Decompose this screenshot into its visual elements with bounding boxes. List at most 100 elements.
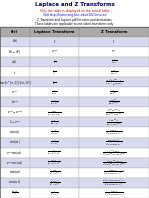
Text: $e^{-at}\sin(\omega t)$: $e^{-at}\sin(\omega t)$	[7, 149, 23, 156]
Text: $\frac{(-1)^n z}{(n-1)!}\frac{d^{n-1}}{dz^{n-1}}\frac{1}{z-1}$: $\frac{(-1)^n z}{(n-1)!}\frac{d^{n-1}}{d…	[105, 77, 123, 87]
Text: $z^{-n}$: $z^{-n}$	[111, 49, 117, 55]
Bar	[30, 37, 79, 47]
Bar	[79, 158, 149, 168]
Bar	[30, 107, 79, 117]
Bar	[30, 128, 79, 138]
Bar	[0, 67, 30, 77]
Text: $\frac{1}{s^n}$: $\frac{1}{s^n}$	[52, 78, 56, 87]
Text: $\frac{t^{n-1}}{(n-1)!}: $\frac{t^{n-1}}{(n-1)!}	[0, 80, 32, 84]
Bar	[30, 57, 79, 67]
Bar	[0, 77, 30, 87]
Text: $e^{-ns}$: $e^{-ns}$	[51, 49, 58, 55]
Text: $\frac{Tz}{(z-1)^2}$: $\frac{Tz}{(z-1)^2}$	[110, 68, 118, 77]
Text: $t$: $t$	[13, 69, 16, 76]
Text: $t\sin(\omega t)$: $t\sin(\omega t)$	[9, 169, 21, 176]
Text: $\frac{\sin\omega t}{\omega}$: $\frac{\sin\omega t}{\omega}$	[11, 189, 19, 197]
Text: Z_Transform and Laplace.pdf for notes and derivations: Z_Transform and Laplace.pdf for notes an…	[37, 18, 112, 22]
Text: $\sin(\omega t)$: $\sin(\omega t)$	[9, 129, 21, 136]
Bar	[79, 138, 149, 148]
Bar	[30, 178, 79, 188]
Text: $\frac{z}{z-e^{-aT}}$: $\frac{z}{z-e^{-aT}}$	[110, 88, 118, 97]
Text: $\frac{s^2-\omega^2}{(s^2+\omega^2)^2}$: $\frac{s^2-\omega^2}{(s^2+\omega^2)^2}$	[49, 178, 60, 188]
Bar	[79, 128, 149, 138]
Text: $te^{-at}$: $te^{-at}$	[11, 99, 19, 106]
Bar	[30, 97, 79, 107]
Bar	[79, 188, 149, 198]
Text: $1-e^{-at}$: $1-e^{-at}$	[9, 119, 21, 126]
Bar	[79, 37, 149, 47]
Bar	[79, 168, 149, 178]
Bar	[79, 47, 149, 57]
Bar	[79, 27, 149, 37]
Bar	[30, 67, 79, 77]
Text: $\frac{z(z-\cos\omega T)}{z^2-2z\cos\omega T+1}$: $\frac{z(z-\cos\omega T)}{z^2-2z\cos\ome…	[105, 138, 122, 148]
Bar	[30, 77, 79, 87]
Bar	[79, 67, 149, 77]
Bar	[0, 97, 30, 107]
Bar	[0, 178, 30, 188]
Bar	[0, 37, 30, 47]
Bar	[30, 148, 79, 158]
Text: $\frac{(e^{-aT}-e^{-bT})z}{(z-e^{-aT})(z-e^{-bT})}$: $\frac{(e^{-aT}-e^{-bT})z}{(z-e^{-aT})(z…	[105, 107, 123, 117]
Text: $\frac{s+a}{(s+a)^2+\omega^2}$: $\frac{s+a}{(s+a)^2+\omega^2}$	[47, 158, 61, 167]
Text: $\frac{1}{s^2+\omega^2}$: $\frac{1}{s^2+\omega^2}$	[50, 188, 59, 198]
Bar	[30, 117, 79, 128]
Text: $u(t)$: $u(t)$	[11, 58, 18, 66]
Text: $\frac{s}{s^2+\omega^2}$: $\frac{s}{s^2+\omega^2}$	[50, 138, 59, 147]
Text: f(t): f(t)	[11, 30, 18, 34]
Text: Only the table is displayed on the actual table: Only the table is displayed on the actua…	[40, 9, 109, 12]
Text: $\frac{z(z^2-1)\cos\omega T-2z^2+z}{(z^2-2z\cos\omega T+1)^2}$: $\frac{z(z^2-1)\cos\omega T-2z^2+z}{(z^2…	[102, 178, 126, 188]
Text: Visit http://fourier.eng.hmc.edu/e102/lectures/: Visit http://fourier.eng.hmc.edu/e102/le…	[43, 13, 106, 17]
Bar	[79, 178, 149, 188]
Text: $\frac{Tz\sin\omega T}{(z^2-2z\cos\omega T+1)^2}\cdot z$: $\frac{Tz\sin\omega T}{(z^2-2z\cos\omega…	[103, 168, 125, 177]
Text: $\cos(\omega t)$: $\cos(\omega t)$	[9, 139, 21, 146]
Text: $\frac{z}{z-1}$: $\frac{z}{z-1}$	[111, 58, 117, 66]
Bar	[30, 87, 79, 97]
Bar	[79, 107, 149, 117]
Bar	[30, 158, 79, 168]
Bar	[0, 117, 30, 128]
Bar	[30, 27, 79, 37]
Bar	[0, 27, 30, 37]
Text: $\frac{b-a}{(s+a)(s+b)}$: $\frac{b-a}{(s+a)(s+b)}$	[47, 108, 61, 117]
Text: $t\cos(\omega t)$: $t\cos(\omega t)$	[8, 179, 21, 187]
Bar	[0, 107, 30, 117]
Bar	[0, 57, 30, 67]
Text: $\delta(t-nT)$: $\delta(t-nT)$	[8, 48, 22, 55]
Text: $1$: $1$	[112, 38, 116, 45]
Text: $\frac{1}{s^2}$: $\frac{1}{s^2}$	[52, 67, 56, 77]
Text: These tables are applicable to one-sided transforms only: These tables are applicable to one-sided…	[35, 22, 114, 27]
Text: $\delta(t)$: $\delta(t)$	[11, 38, 18, 45]
Bar	[30, 188, 79, 198]
Bar	[79, 87, 149, 97]
Text: $e^{-at}\cos(\omega t)$: $e^{-at}\cos(\omega t)$	[6, 159, 24, 167]
Text: $\frac{\omega}{s^2+\omega^2}$: $\frac{\omega}{s^2+\omega^2}$	[50, 128, 59, 137]
Bar	[79, 97, 149, 107]
Bar	[0, 148, 30, 158]
Bar	[79, 148, 149, 158]
Text: $\frac{z\sin\omega T}{\omega(z^2-2z\cos\omega T+1)}$: $\frac{z\sin\omega T}{\omega(z^2-2z\cos\…	[104, 188, 124, 198]
Text: $\frac{z^2-ze^{-aT}\cos\omega T}{z^2-2ze^{-aT}\cos\omega T+e^{-2aT}}$: $\frac{z^2-ze^{-aT}\cos\omega T}{z^2-2ze…	[102, 158, 126, 168]
Text: $e^{-at}-e^{-bt}$: $e^{-at}-e^{-bt}$	[7, 109, 23, 116]
Text: $\frac{1}{s}$: $\frac{1}{s}$	[53, 58, 56, 66]
Bar	[0, 128, 30, 138]
Bar	[79, 117, 149, 128]
Text: $\frac{1}{s+a}$: $\frac{1}{s+a}$	[51, 88, 58, 97]
Text: Laplace and Z Transforms: Laplace and Z Transforms	[35, 2, 114, 7]
Bar	[30, 168, 79, 178]
Text: Z Transform: Z Transform	[101, 30, 127, 34]
Bar	[0, 47, 30, 57]
Text: $\frac{(1-e^{-aT})z}{(z-1)(z-e^{-aT})}$: $\frac{(1-e^{-aT})z}{(z-1)(z-e^{-aT})}$	[106, 117, 122, 128]
Bar	[30, 47, 79, 57]
Text: $\frac{Tze^{-aT}}{(z-e^{-aT})^2}$: $\frac{Tze^{-aT}}{(z-e^{-aT})^2}$	[108, 97, 119, 107]
Bar	[0, 168, 30, 178]
Bar	[79, 57, 149, 67]
Text: $\frac{1}{(s+a)^2}$: $\frac{1}{(s+a)^2}$	[50, 98, 59, 107]
Text: $\frac{2\omega s}{(s^2+\omega^2)^2}$: $\frac{2\omega s}{(s^2+\omega^2)^2}$	[49, 168, 60, 177]
Text: Laplace Transform: Laplace Transform	[34, 30, 74, 34]
Bar	[0, 188, 30, 198]
Bar	[0, 87, 30, 97]
Text: $\frac{\omega}{(s+a)^2+\omega^2}$: $\frac{\omega}{(s+a)^2+\omega^2}$	[47, 148, 61, 157]
Text: $1$: $1$	[53, 38, 56, 45]
Bar	[30, 138, 79, 148]
